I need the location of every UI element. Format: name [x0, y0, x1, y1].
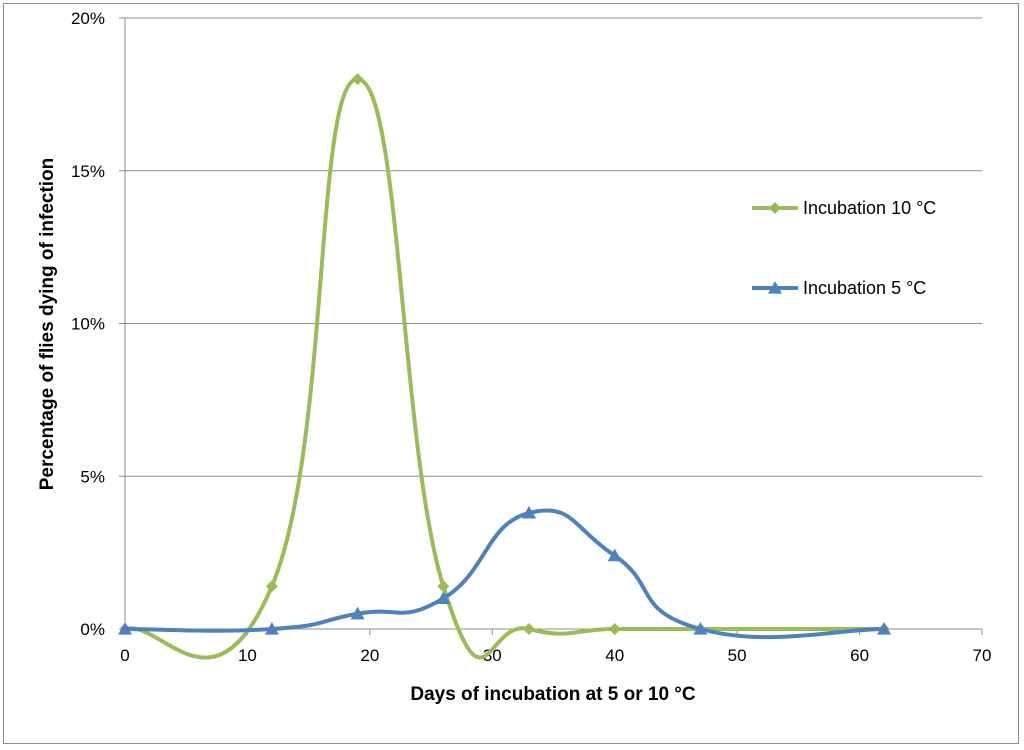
- legend-marker-0: [769, 202, 781, 214]
- data-point-diamond: [265, 580, 278, 593]
- axes: 0% 5% 10% 15% 20% 0 10 20 30 40 50 60 70: [71, 9, 991, 665]
- y-tick-label: 20%: [71, 9, 105, 28]
- data-point-triangle: [436, 591, 451, 605]
- data-point-triangle: [877, 622, 892, 635]
- data-point-diamond: [608, 623, 621, 635]
- x-tick-label: 50: [728, 646, 747, 665]
- x-tick-label: 70: [973, 646, 992, 665]
- data-point-diamond: [437, 580, 450, 593]
- y-axis-title: Percentage of flies dying of infection: [37, 158, 58, 491]
- y-tick-label: 0%: [80, 620, 105, 639]
- x-axis-title: Days of incubation at 5 or 10 °C: [410, 684, 696, 705]
- legend-label: Incubation 10 °C: [803, 198, 936, 218]
- legend-marker-1: [768, 281, 782, 294]
- series-incubation-5c: [118, 505, 892, 640]
- x-tick-label: 60: [850, 646, 869, 665]
- x-tick-label: 20: [360, 646, 379, 665]
- data-point-diamond: [523, 623, 536, 635]
- data-point-triangle: [607, 548, 622, 562]
- x-tick-label: 0: [120, 646, 129, 665]
- x-tick-label: 40: [605, 646, 624, 665]
- series-incubation-10c: [119, 73, 891, 660]
- gridlines: [125, 17, 982, 477]
- data-point-triangle: [522, 505, 537, 519]
- data-point-diamond: [351, 73, 364, 86]
- x-tick-label: 10: [238, 646, 257, 665]
- y-tick-label: 15%: [71, 162, 105, 181]
- chart-frame: [3, 3, 1019, 744]
- series-lines: [118, 73, 892, 660]
- data-point-triangle: [118, 622, 132, 635]
- data-point-triangle: [350, 606, 365, 620]
- series-line: [123, 77, 887, 660]
- x-tick-label: 30: [483, 646, 502, 665]
- series-line: [123, 508, 887, 640]
- data-point-triangle: [693, 622, 708, 635]
- y-tick-label: 10%: [71, 315, 105, 334]
- legend: Incubation 10 °C Incubation 5 °C: [752, 198, 936, 298]
- data-point-triangle: [264, 622, 279, 635]
- legend-label: Incubation 5 °C: [803, 278, 926, 298]
- y-tick-label: 5%: [80, 467, 105, 486]
